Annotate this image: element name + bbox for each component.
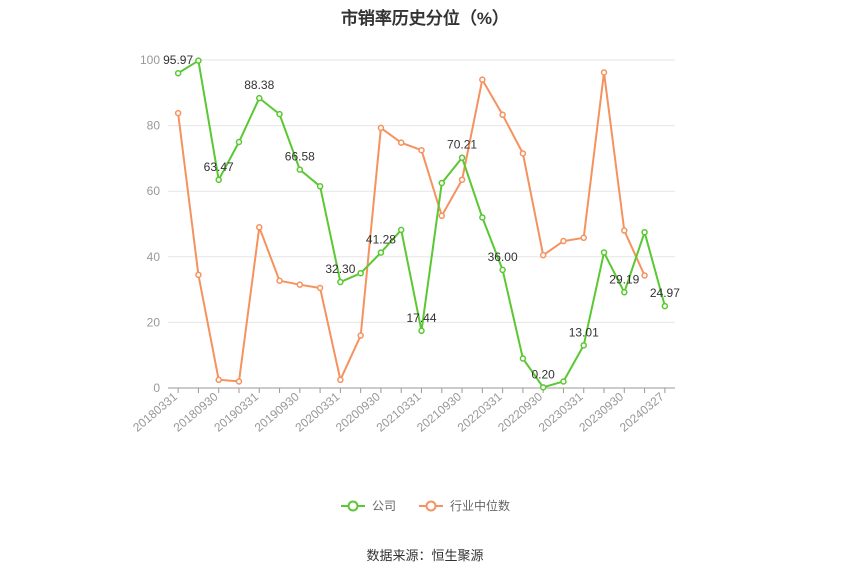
- industry-point: [519, 150, 527, 157]
- industry-point: [397, 139, 405, 146]
- company-point: [377, 249, 385, 256]
- company-point: [418, 327, 425, 335]
- legend-item-company[interactable]: 公司: [340, 497, 396, 514]
- industry-point: [479, 76, 486, 83]
- industry-point: [621, 227, 628, 234]
- y-tick-label: 100: [140, 53, 160, 67]
- industry-point: [600, 69, 608, 76]
- legend-item-industry[interactable]: 行业中位数: [418, 497, 510, 514]
- data-label: 17.44: [406, 311, 436, 325]
- company-point: [519, 355, 527, 362]
- company-point: [357, 269, 364, 277]
- data-label: 29.19: [609, 272, 639, 286]
- industry-point: [377, 124, 385, 132]
- data-label: 70.21: [447, 138, 477, 152]
- company-point: [397, 226, 405, 234]
- company-point: [580, 342, 587, 349]
- industry-point: [458, 176, 466, 183]
- industry-point: [438, 212, 446, 220]
- company-point: [479, 214, 486, 221]
- industry-point: [418, 146, 425, 154]
- legend-industry-line-icon: [419, 500, 443, 511]
- industry-point: [357, 332, 364, 339]
- industry-point: [195, 271, 202, 279]
- y-tick-label: 20: [147, 315, 161, 329]
- series-line-industry: [177, 71, 646, 383]
- y-tick-label: 80: [147, 119, 161, 133]
- industry-point: [580, 234, 587, 242]
- company-point: [195, 57, 202, 64]
- data-label: 66.58: [285, 150, 315, 164]
- industry-point: [560, 237, 567, 245]
- industry-point: [337, 376, 344, 384]
- industry-point: [641, 272, 648, 279]
- legend-company-label: 公司: [371, 499, 396, 513]
- legend-industry-label: 行业中位数: [450, 499, 511, 513]
- legend-company-line-icon: [340, 500, 365, 511]
- company-point: [337, 278, 344, 286]
- company-point: [600, 249, 608, 256]
- industry-point: [296, 281, 304, 288]
- y-tick-label: 0: [153, 381, 160, 395]
- data-source: 数据来源：恒生聚源: [366, 548, 484, 563]
- company-point: [499, 266, 506, 274]
- data-label: 63.47: [204, 160, 234, 174]
- company-point: [296, 166, 304, 173]
- company-point: [560, 378, 567, 385]
- industry-point: [256, 224, 263, 231]
- company-point: [316, 183, 324, 190]
- data-label: 0.20: [532, 367, 556, 381]
- y-tick-label: 60: [147, 184, 161, 198]
- company-point: [235, 138, 243, 146]
- industry-point: [539, 251, 547, 259]
- company-point: [174, 69, 182, 77]
- industry-point: [499, 111, 506, 119]
- company-point: [276, 110, 283, 118]
- company-point: [621, 289, 628, 296]
- data-label: 95.97: [163, 53, 193, 67]
- industry-point: [276, 277, 283, 284]
- company-point: [438, 179, 446, 187]
- company-point: [215, 176, 222, 184]
- industry-point: [215, 376, 222, 384]
- data-label: 41.28: [366, 233, 396, 247]
- company-point: [458, 154, 466, 161]
- industry-point: [316, 284, 324, 292]
- company-point: [661, 302, 669, 310]
- data-label: 24.97: [650, 286, 680, 300]
- company-point: [539, 384, 547, 391]
- x-tick-label: 20240327: [617, 389, 667, 434]
- data-label: 32.30: [325, 262, 355, 276]
- company-point: [641, 228, 648, 236]
- data-label: 88.38: [244, 78, 274, 92]
- data-label: 36.00: [488, 250, 518, 264]
- legend: 公司 行业中位数: [0, 497, 850, 514]
- data-label: 13.01: [569, 325, 599, 339]
- industry-point: [235, 378, 243, 385]
- company-point: [256, 94, 263, 102]
- y-tick-label: 40: [147, 250, 161, 264]
- industry-point: [174, 109, 182, 117]
- chart-title: 市销率历史分位（%）: [340, 9, 510, 28]
